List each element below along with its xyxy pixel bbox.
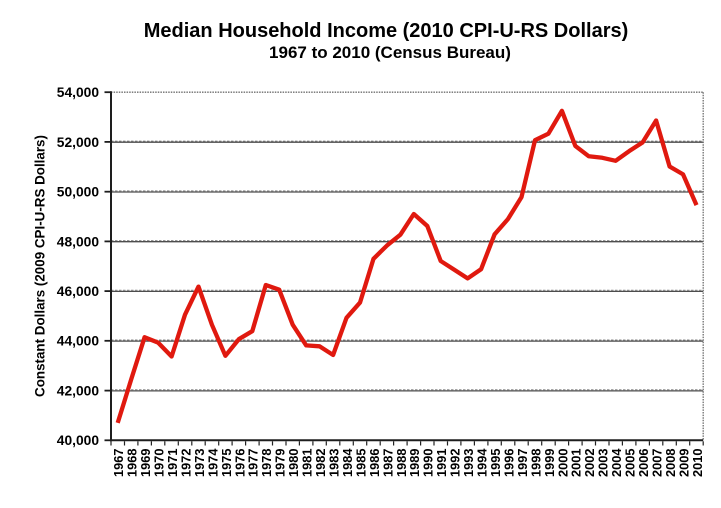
- svg-text:1985: 1985: [353, 449, 368, 477]
- svg-text:1973: 1973: [192, 449, 207, 477]
- svg-text:48,000: 48,000: [57, 234, 100, 249]
- svg-text:1982: 1982: [313, 449, 328, 477]
- svg-text:2005: 2005: [623, 449, 638, 477]
- svg-text:1980: 1980: [286, 449, 301, 477]
- svg-text:2003: 2003: [596, 449, 611, 477]
- svg-text:1981: 1981: [300, 449, 315, 477]
- svg-text:1976: 1976: [232, 449, 247, 477]
- svg-text:1992: 1992: [448, 449, 463, 477]
- svg-text:2008: 2008: [663, 449, 678, 477]
- svg-text:2010: 2010: [690, 449, 705, 477]
- svg-text:1967 to 2010 (Census Bureau): 1967 to 2010 (Census Bureau): [269, 43, 511, 62]
- svg-text:1969: 1969: [138, 449, 153, 477]
- svg-text:1967: 1967: [111, 449, 126, 477]
- svg-text:46,000: 46,000: [57, 284, 100, 299]
- svg-text:1994: 1994: [475, 448, 490, 477]
- svg-text:1983: 1983: [327, 449, 342, 477]
- svg-text:1998: 1998: [528, 449, 543, 477]
- svg-text:Median Household Income (2010: Median Household Income (2010 CPI-U-RS D…: [144, 20, 629, 42]
- svg-text:2006: 2006: [636, 449, 651, 477]
- svg-text:52,000: 52,000: [57, 135, 100, 150]
- svg-text:1996: 1996: [501, 449, 516, 477]
- svg-text:1988: 1988: [394, 449, 409, 477]
- svg-text:2007: 2007: [650, 449, 665, 477]
- svg-text:2004: 2004: [609, 448, 624, 477]
- svg-text:1986: 1986: [367, 449, 382, 477]
- svg-text:54,000: 54,000: [57, 85, 100, 100]
- svg-text:1970: 1970: [152, 449, 167, 477]
- svg-text:1997: 1997: [515, 449, 530, 477]
- svg-text:1968: 1968: [125, 449, 140, 477]
- svg-text:2000: 2000: [555, 449, 570, 477]
- svg-text:1974: 1974: [205, 448, 220, 477]
- svg-text:2009: 2009: [676, 449, 691, 477]
- svg-text:44,000: 44,000: [57, 334, 100, 349]
- svg-text:1989: 1989: [407, 449, 422, 477]
- svg-text:50,000: 50,000: [57, 185, 100, 200]
- svg-text:1971: 1971: [165, 449, 180, 477]
- svg-text:1978: 1978: [259, 449, 274, 477]
- svg-text:1993: 1993: [461, 449, 476, 477]
- svg-text:1979: 1979: [273, 449, 288, 477]
- svg-text:1977: 1977: [246, 449, 261, 477]
- svg-text:1975: 1975: [219, 449, 234, 477]
- svg-text:2002: 2002: [582, 449, 597, 477]
- svg-text:Constant Dollars (2009 CPI-U-R: Constant Dollars (2009 CPI-U-RS Dollars): [33, 135, 48, 397]
- svg-text:2001: 2001: [569, 449, 584, 477]
- svg-text:1984: 1984: [340, 448, 355, 477]
- svg-text:40,000: 40,000: [57, 433, 100, 448]
- svg-text:42,000: 42,000: [57, 384, 100, 399]
- svg-text:1999: 1999: [542, 449, 557, 477]
- svg-text:1990: 1990: [421, 449, 436, 477]
- svg-text:1995: 1995: [488, 449, 503, 477]
- svg-text:1987: 1987: [380, 449, 395, 477]
- svg-text:1972: 1972: [178, 449, 193, 477]
- svg-text:1991: 1991: [434, 449, 449, 477]
